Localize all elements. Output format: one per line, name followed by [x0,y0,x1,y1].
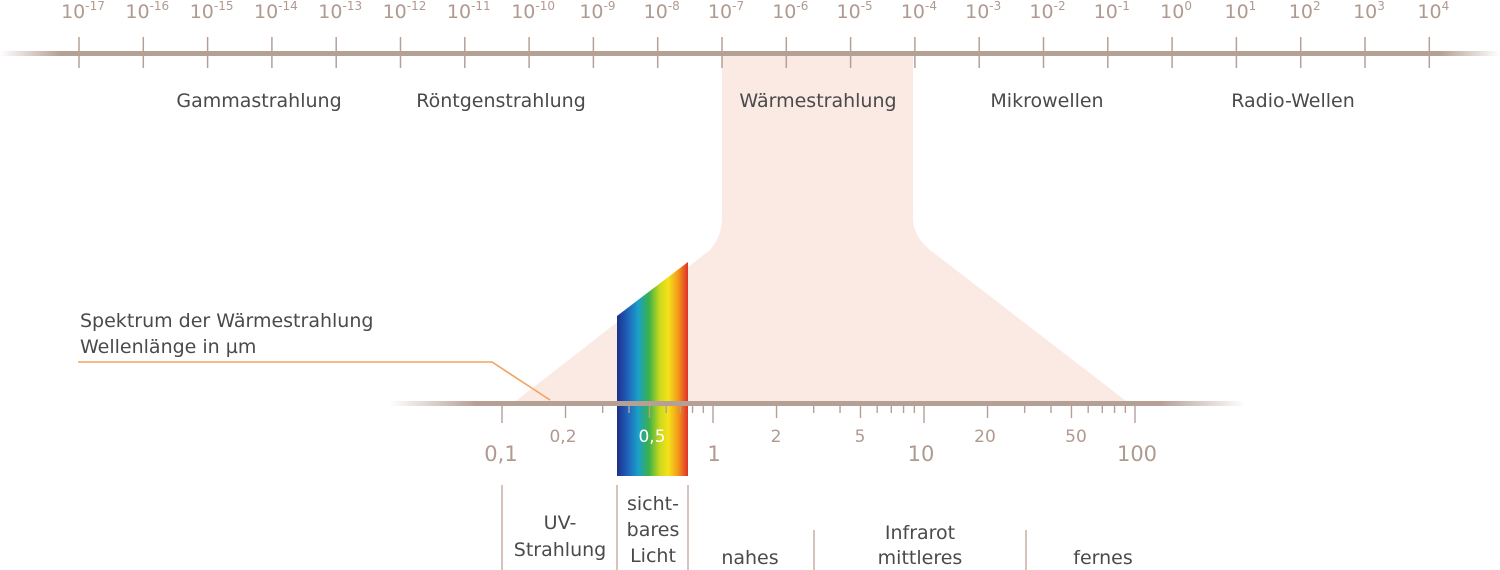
top-tick-label: 10-9 [579,0,615,23]
region-infrared-title: Infrarot [885,522,955,544]
region-visible-line3: Licht [630,545,676,567]
top-tick-label: 10-6 [772,0,808,23]
region-uv-line2: Strahlung [514,539,606,561]
top-tick-label: 10-14 [254,0,298,23]
top-tick-label: 10-1 [1094,0,1130,23]
label-2: 2 [771,427,782,447]
caption-leader-line [78,361,551,401]
band-xray: Röntgenstrahlung [416,90,586,112]
top-tick-label: 10-17 [61,0,105,23]
band-microwave: Mikrowellen [990,90,1103,112]
label-0-2: 0,2 [549,427,576,447]
region-visible-line2: bares [627,519,680,541]
top-tick-label: 10-15 [190,0,234,23]
label-50: 50 [1065,427,1087,447]
top-tick-label: 10-11 [447,0,491,23]
band-gamma: Gammastrahlung [176,90,341,112]
top-tick-label: 10-13 [318,0,362,23]
region-mid: mittleres [878,547,963,569]
region-visible-line1: sicht- [627,493,679,515]
top-tick-label: 100 [1160,0,1192,23]
label-100: 100 [1117,442,1157,466]
top-tick-label: 10-12 [383,0,427,23]
top-tick-label: 10-3 [965,0,1001,23]
bottom-scale-ticks [501,404,1136,423]
band-heat: Wärmestrahlung [739,90,896,112]
top-tick-label: 10-8 [644,0,680,23]
top-axis-line [0,51,1500,56]
top-tick-label: 10-10 [511,0,555,23]
label-1: 1 [707,442,720,466]
label-20: 20 [974,427,996,447]
region-uv-line1: UV- [544,512,577,534]
region-near: nahes [721,547,778,569]
label-0-1: 0,1 [484,442,517,466]
bottom-axis-line [390,401,1245,406]
top-tick-label: 101 [1224,0,1256,23]
caption-line-2: Wellenlänge in µm [80,336,256,358]
top-tick-label: 104 [1417,0,1449,23]
top-tick-label: 10-16 [125,0,169,23]
label-5: 5 [855,427,866,447]
top-tick-label: 102 [1289,0,1321,23]
region-far: fernes [1073,547,1133,569]
label-10: 10 [908,442,935,466]
label-0-5: 0,5 [638,427,665,447]
top-tick-label: 103 [1353,0,1385,23]
top-tick-label: 10-7 [708,0,744,23]
top-tick-label: 10-2 [1029,0,1065,23]
band-radio: Radio-Wellen [1231,90,1354,112]
top-scale-ticks: 10-17 10-16 10-15 10-14 10-13 10-12 10-11 10-10… [61,0,1449,68]
top-tick-label: 10-5 [837,0,873,23]
caption-line-1: Spektrum der Wärmestrahlung [80,310,373,332]
top-tick-label: 10-4 [901,0,937,23]
visible-light-spectrum [617,262,688,476]
